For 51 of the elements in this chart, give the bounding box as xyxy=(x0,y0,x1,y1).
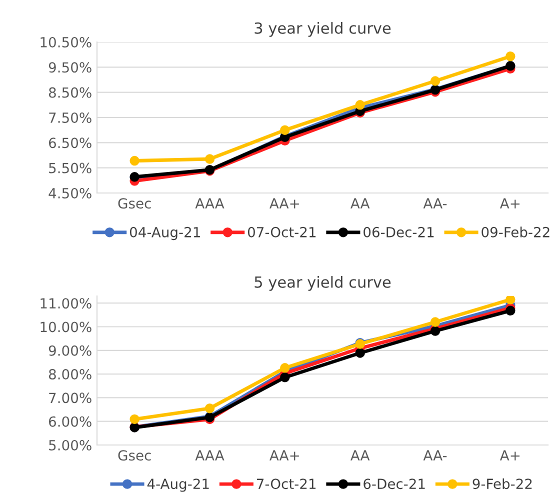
point xyxy=(506,306,516,316)
point xyxy=(430,76,440,86)
point xyxy=(430,317,440,327)
legend-label: 07-Oct-21 xyxy=(248,226,316,238)
y-tick-label: 7.00% xyxy=(49,392,92,404)
point xyxy=(355,348,365,358)
legend-label: 9-Feb-22 xyxy=(472,478,532,490)
point xyxy=(430,326,440,336)
y-tick-label: 10.00% xyxy=(40,322,92,332)
y-tick-label: 8.50% xyxy=(48,87,92,98)
legend-label: 09-Feb-22 xyxy=(482,226,550,238)
y-tick-label: 4.50% xyxy=(48,188,92,198)
x-tick-label: AA xyxy=(350,198,370,208)
x-tick-label: AAA xyxy=(195,198,224,208)
chart-title: 3 year yield curve xyxy=(254,22,391,37)
point xyxy=(280,125,290,135)
legend-label: 06-Dec-21 xyxy=(364,226,434,238)
x-tick-label: Gsec xyxy=(118,198,151,209)
x-tick-label: AAA xyxy=(195,450,224,460)
y-tick-label: 5.00% xyxy=(49,440,92,450)
legend-label: 04-Aug-21 xyxy=(130,226,200,240)
y-tick-label: 7.50% xyxy=(49,112,92,123)
y-tick-label: 11.00% xyxy=(40,298,92,309)
point xyxy=(355,100,365,110)
x-tick-label: A+ xyxy=(500,450,520,460)
point xyxy=(204,403,215,414)
y-tick-label: 5.50% xyxy=(49,162,92,174)
legend-label: 7-Oct-21 xyxy=(257,478,316,490)
x-tick-label: A+ xyxy=(500,198,520,208)
point xyxy=(506,296,516,304)
point xyxy=(280,372,290,382)
y-tick-label: 10.50% xyxy=(40,36,92,48)
legend-label: 4-Aug-21 xyxy=(147,478,209,492)
chart-title: 5 year yield curve xyxy=(254,276,391,291)
x-tick-label: AA+ xyxy=(270,198,299,208)
x-tick-label: AA xyxy=(350,450,370,460)
x-tick-label: AA- xyxy=(423,450,447,460)
y-tick-label: 6.00% xyxy=(48,416,92,427)
x-tick-label: AA+ xyxy=(270,450,299,460)
x-tick-label: AA- xyxy=(423,198,447,208)
y-tick-label: 6.50% xyxy=(48,138,92,148)
y-tick-label: 9.50% xyxy=(48,62,92,73)
point xyxy=(506,51,516,62)
point xyxy=(130,156,140,166)
point xyxy=(130,414,140,424)
x-tick-label: Gsec xyxy=(118,450,151,461)
legend-label: 6-Dec-21 xyxy=(364,478,425,490)
y-tick-label: 8.00% xyxy=(48,369,92,380)
point xyxy=(204,154,215,164)
point xyxy=(280,363,290,373)
y-tick-label: 9.00% xyxy=(48,345,92,356)
